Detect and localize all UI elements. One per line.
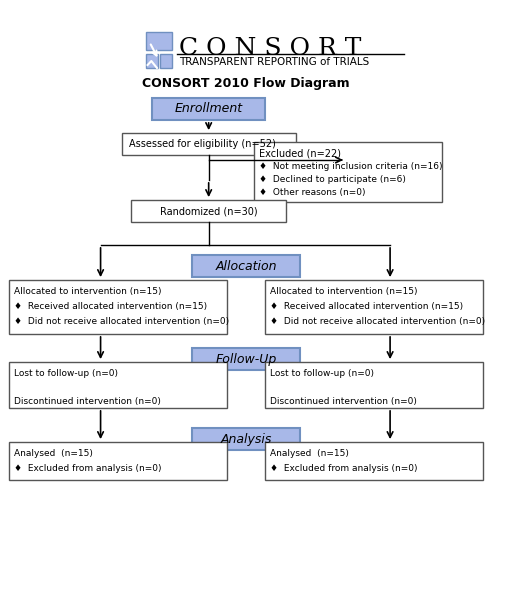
Text: Analysis: Analysis: [221, 433, 272, 445]
Text: ♦  Excluded from analysis (n=0): ♦ Excluded from analysis (n=0): [14, 464, 161, 473]
Text: Lost to follow-up (n=0): Lost to follow-up (n=0): [270, 369, 374, 378]
Text: Follow-Up: Follow-Up: [216, 352, 277, 365]
FancyBboxPatch shape: [131, 200, 286, 222]
FancyBboxPatch shape: [146, 54, 158, 68]
FancyBboxPatch shape: [265, 362, 483, 408]
Text: ♦  Not meeting inclusion criteria (n=16): ♦ Not meeting inclusion criteria (n=16): [259, 162, 443, 171]
FancyBboxPatch shape: [265, 442, 483, 480]
FancyBboxPatch shape: [152, 98, 265, 120]
FancyBboxPatch shape: [192, 255, 300, 277]
Text: Lost to follow-up (n=0): Lost to follow-up (n=0): [14, 369, 118, 378]
Text: Enrollment: Enrollment: [174, 103, 243, 115]
Text: Allocation: Allocation: [215, 259, 277, 272]
FancyBboxPatch shape: [146, 32, 172, 50]
Text: ♦  Excluded from analysis (n=0): ♦ Excluded from analysis (n=0): [270, 464, 417, 473]
Text: ♦  Did not receive allocated intervention (n=0): ♦ Did not receive allocated intervention…: [270, 317, 485, 326]
FancyBboxPatch shape: [192, 428, 300, 450]
Text: Analysed  (n=15): Analysed (n=15): [270, 449, 348, 458]
FancyBboxPatch shape: [9, 362, 227, 408]
FancyBboxPatch shape: [192, 348, 300, 370]
Text: ♦  Did not receive allocated intervention (n=0): ♦ Did not receive allocated intervention…: [14, 317, 229, 326]
Text: Excluded (n=22): Excluded (n=22): [259, 149, 342, 159]
Text: Discontinued intervention (n=0): Discontinued intervention (n=0): [270, 397, 417, 406]
Text: ♦  Other reasons (n=0): ♦ Other reasons (n=0): [259, 188, 366, 197]
FancyBboxPatch shape: [160, 54, 172, 68]
FancyBboxPatch shape: [9, 280, 227, 334]
Text: Analysed  (n=15): Analysed (n=15): [14, 449, 93, 458]
Text: ♦  Received allocated intervention (n=15): ♦ Received allocated intervention (n=15): [270, 302, 463, 311]
Text: Allocated to intervention (n=15): Allocated to intervention (n=15): [270, 287, 417, 296]
Text: ♦  Received allocated intervention (n=15): ♦ Received allocated intervention (n=15): [14, 302, 207, 311]
Text: TRANSPARENT REPORTING of TRIALS: TRANSPARENT REPORTING of TRIALS: [179, 57, 369, 67]
FancyBboxPatch shape: [265, 280, 483, 334]
Text: C O N S O R T: C O N S O R T: [179, 37, 361, 60]
Text: ♦  Declined to participate (n=6): ♦ Declined to participate (n=6): [259, 175, 406, 184]
FancyBboxPatch shape: [122, 133, 296, 155]
FancyBboxPatch shape: [9, 442, 227, 480]
Text: Allocated to intervention (n=15): Allocated to intervention (n=15): [14, 287, 161, 296]
FancyBboxPatch shape: [254, 142, 442, 202]
Text: Discontinued intervention (n=0): Discontinued intervention (n=0): [14, 397, 161, 406]
Text: CONSORT 2010 Flow Diagram: CONSORT 2010 Flow Diagram: [143, 77, 350, 90]
Text: Assessed for eligibility (n=52): Assessed for eligibility (n=52): [129, 139, 276, 149]
Text: Randomized (n=30): Randomized (n=30): [160, 206, 257, 216]
